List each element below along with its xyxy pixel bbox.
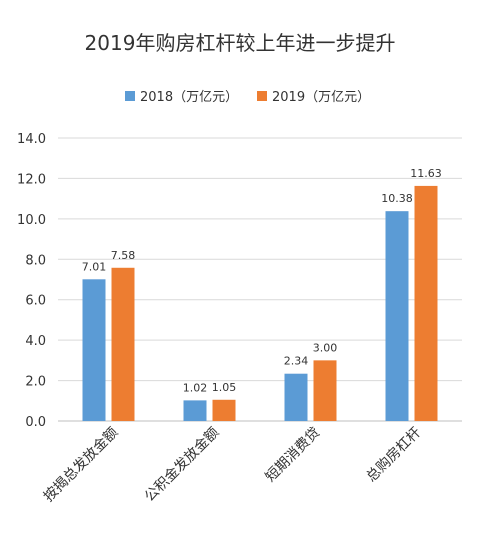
data-label: 1.02 [183,381,208,394]
bar-2019 [414,185,438,421]
bar-2018 [284,373,308,421]
bar-2019 [313,360,337,421]
bar-2018 [183,400,207,421]
x-category-label: 短期消费贷 [263,425,324,486]
y-tick-label: 6.0 [25,294,46,309]
y-axis: 0.0 2.0 4.0 6.0 8.0 10.0 12.0 14.0 [17,132,46,430]
y-tick-label: 0.0 [25,415,46,430]
y-tick-label: 8.0 [25,253,46,268]
data-labels: 7.01 7.58 1.02 1.05 2.34 3.00 10.38 11.63 [82,167,442,394]
data-label: 11.63 [410,167,442,180]
data-label: 10.38 [381,192,413,205]
y-tick-label: 4.0 [25,334,46,349]
legend-swatch-2018 [125,91,135,101]
data-label: 2.34 [284,355,309,368]
y-tick-label: 10.0 [17,213,46,228]
data-label: 3.00 [313,341,338,354]
y-tick-label: 2.0 [25,375,46,390]
x-category-label: 公积金发放金额 [142,425,223,506]
x-category-label: 总购房杠杆 [364,425,425,486]
legend-swatch-2019 [257,91,267,101]
bar-2018 [385,211,409,421]
legend-label-2018: 2018（万亿元） [140,90,238,105]
data-label: 7.01 [82,260,107,273]
bar-2019 [111,267,135,421]
bar-2019 [212,399,236,421]
data-label: 7.58 [111,249,136,262]
legend: 2018（万亿元） 2019（万亿元） [125,90,370,105]
y-tick-label: 12.0 [17,172,46,187]
legend-label-2019: 2019（万亿元） [272,90,370,105]
chart-title: 2019年购房杠杆较上年进一步提升 [85,31,396,55]
x-axis: 按揭总发放金额 公积金发放金额 短期消费贷 总购房杠杆 [41,425,425,506]
x-category-label: 按揭总发放金额 [41,425,122,506]
bar-2018 [82,279,106,421]
bars [82,185,438,421]
y-tick-label: 14.0 [17,132,46,147]
data-label: 1.05 [212,381,237,394]
